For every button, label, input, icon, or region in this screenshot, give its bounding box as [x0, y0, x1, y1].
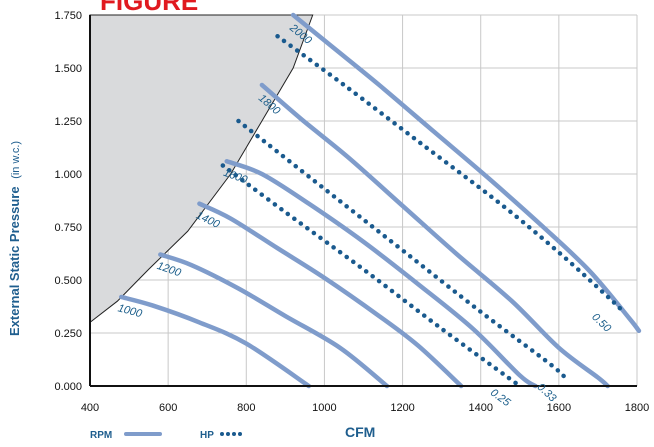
y-tick-label: 0.000 — [54, 381, 82, 393]
y-axis-label-main: External Static Pressure — [7, 186, 22, 336]
legend-rpm-label: RPM — [90, 430, 112, 441]
hp-line-0.50 — [275, 33, 624, 312]
x-tick-label: 1000 — [312, 402, 336, 414]
y-tick-label: 0.500 — [54, 275, 82, 287]
y-tick-label: 1.500 — [54, 63, 82, 75]
shaded-region — [89, 14, 314, 324]
x-tick-label: 800 — [237, 402, 255, 414]
legend-hp-dot — [238, 432, 242, 436]
legend-hp-dot — [226, 432, 230, 436]
y-tick-labels: 0.000 0.250 0.500 0.750 1.000 1.250 1.500 1.750 — [54, 10, 82, 393]
rpm-line-1200 — [158, 252, 390, 389]
rpm-line-1000 — [119, 294, 312, 389]
hp-label-0.50: 0.50 — [589, 311, 613, 335]
rpm-line-1600 — [224, 159, 538, 389]
y-tick-label: 0.250 — [54, 328, 82, 340]
x-tick-label: 1800 — [625, 402, 649, 414]
rpm-label-1000: 1000 — [116, 302, 144, 320]
y-tick-label: 1.750 — [54, 10, 82, 22]
x-tick-label: 1600 — [547, 402, 571, 414]
hp-line-0.33 — [236, 118, 569, 382]
x-tick-label: 400 — [81, 402, 99, 414]
rpm-line-1400 — [197, 201, 464, 389]
x-axis-label: CFM — [345, 424, 375, 440]
y-tick-label: 1.250 — [54, 116, 82, 128]
y-axis-label-unit: (in w.c.) — [10, 141, 22, 179]
y-tick-label: 1.000 — [54, 169, 82, 181]
y-axis-label: External Static Pressure (in w.c.) — [7, 141, 22, 336]
y-tick-label: 0.750 — [54, 222, 82, 234]
rpm-label-1600: 1600 — [222, 167, 250, 187]
rpm-line-1800 — [259, 82, 610, 389]
legend-hp-dot — [232, 432, 236, 436]
legend-hp-label: HP — [200, 430, 214, 441]
legend-hp-dot — [220, 432, 224, 436]
hp-line-0.25 — [220, 163, 523, 389]
x-tick-label: 600 — [159, 402, 177, 414]
x-tick-labels: 400 600 800 1000 1200 1400 1600 1800 — [81, 402, 649, 414]
x-tick-label: 1400 — [468, 402, 492, 414]
legend: RPM HP — [90, 430, 242, 441]
axes — [89, 15, 637, 387]
legend-hp-swatch — [220, 432, 242, 436]
hp-series-group — [220, 33, 624, 389]
figure-title-fragment: FIGURE — [100, 0, 198, 16]
rpm-label-1200: 1200 — [155, 260, 183, 280]
x-tick-label: 1200 — [390, 402, 414, 414]
rpm-series-group — [119, 12, 642, 389]
rpm-line-2000 — [290, 12, 642, 334]
